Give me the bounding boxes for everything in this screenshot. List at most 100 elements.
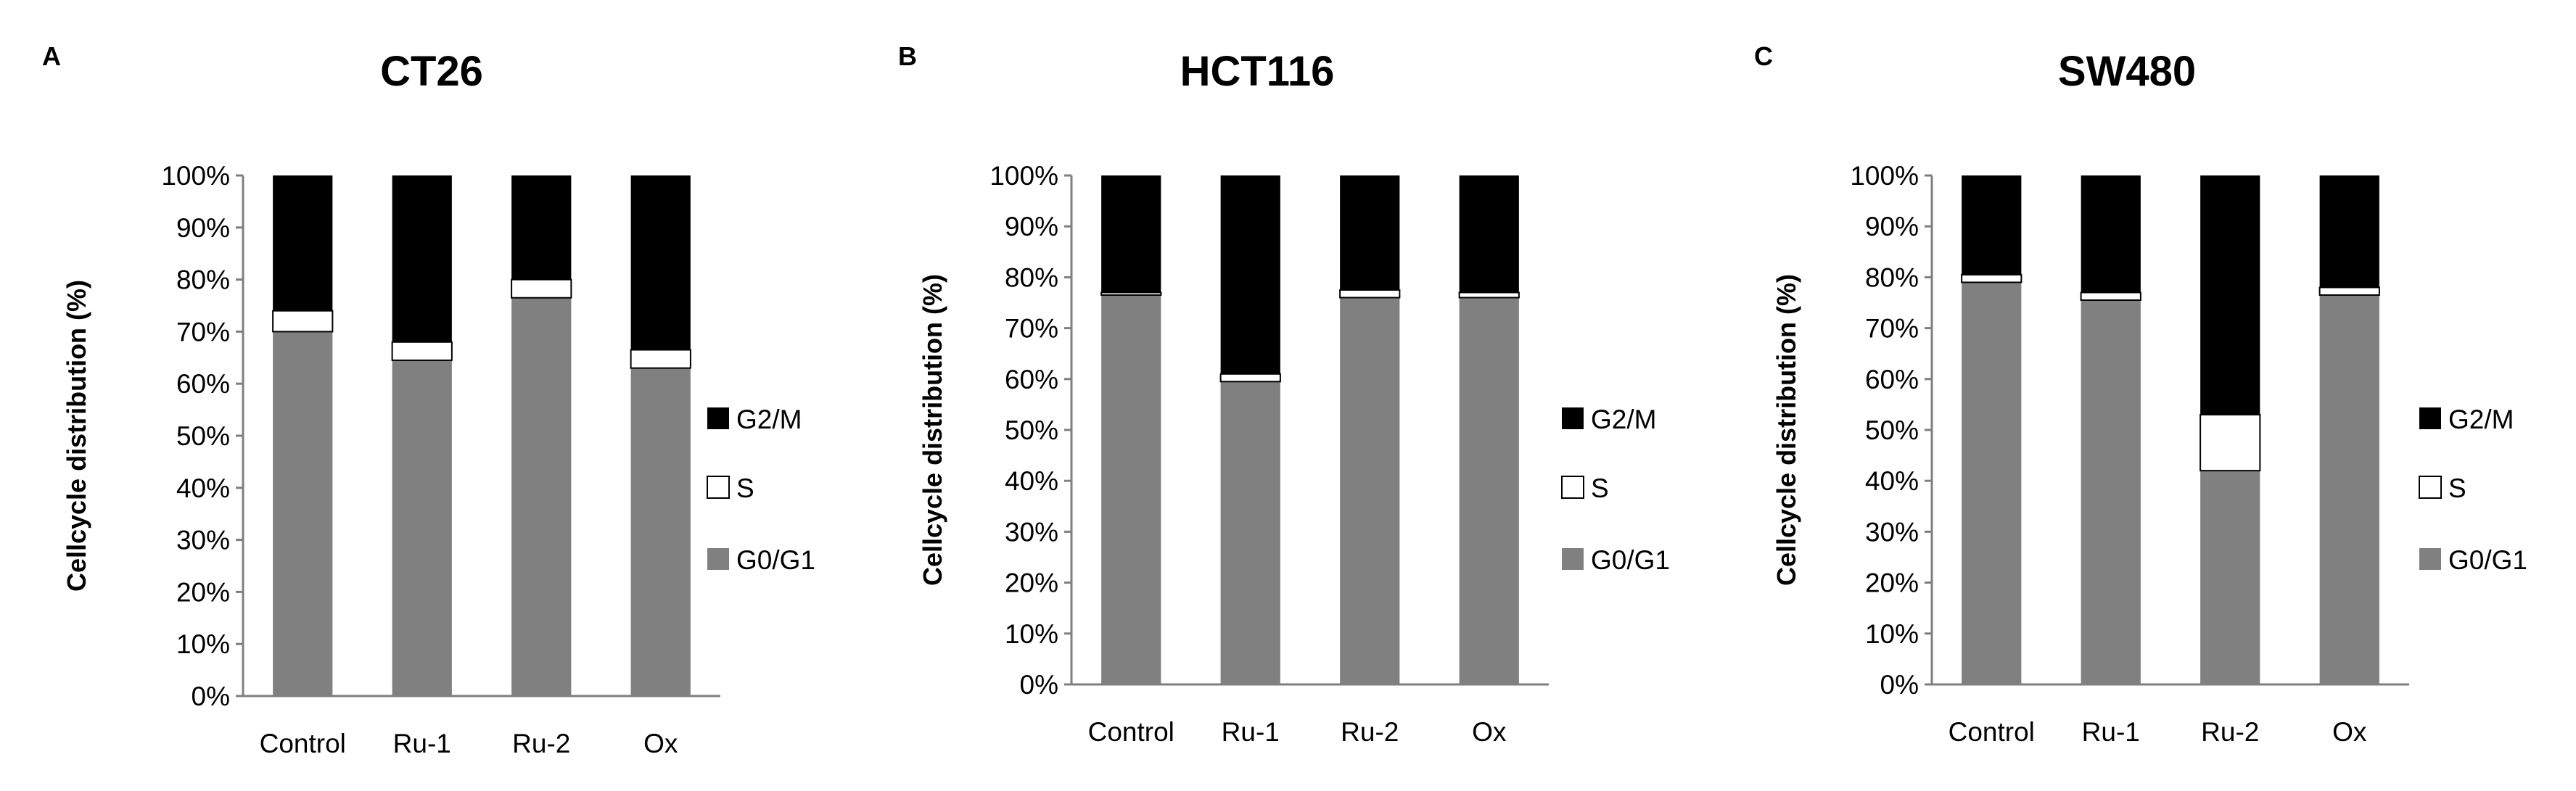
x-tick-label: Ox <box>2332 717 2367 747</box>
bar-segment-g2-m-control <box>273 175 333 311</box>
bar-segment-g2-m-control <box>1101 175 1161 293</box>
y-tick-label: 60% <box>1005 365 1058 394</box>
legend-swatch-g2-m <box>2419 407 2441 429</box>
bar-segment-s-ox <box>1458 291 1520 299</box>
legend-label-g2-m: G2/M <box>1591 405 1656 434</box>
chart-title: SW480 <box>2058 48 2196 95</box>
y-tick-label: 10% <box>176 629 230 659</box>
bar-segment-s-ox <box>630 349 691 369</box>
y-tick-label: 20% <box>1005 568 1058 598</box>
y-axis-label: Cellcycle distribution (%) <box>918 274 947 586</box>
legend-swatch-s <box>1561 476 1584 499</box>
y-tick-label: 100% <box>161 161 230 191</box>
y-tick-label: 70% <box>176 317 230 347</box>
panel-letter: B <box>898 41 917 71</box>
legend-swatch-g0-g1 <box>1562 548 1584 570</box>
chart-title: HCT116 <box>1180 48 1335 95</box>
y-tick-label: 50% <box>176 421 230 451</box>
y-tick-label: 60% <box>1865 365 1919 394</box>
bar-segment-g2-m-ox <box>2319 175 2379 288</box>
bar-segment-s-control <box>272 310 334 333</box>
y-tick-label: 20% <box>176 577 230 607</box>
bar-segment-s-ru-2 <box>511 278 572 299</box>
legend-label-s: S <box>736 473 754 503</box>
x-tick-label: Control <box>1088 717 1174 747</box>
bar-segment-g0-g1-ru-1 <box>392 360 452 696</box>
bar-segment-s-ru-1 <box>1219 373 1281 383</box>
bar-segment-g2-m-ru-2 <box>511 175 572 280</box>
y-tick-label: 40% <box>1865 466 1919 496</box>
legend-label-g0-g1: G0/G1 <box>1591 545 1670 575</box>
chart-panel-b: B HCT116 Cellcycle distribution (%) 0% 10% 20… <box>898 41 1670 747</box>
y-tick-label: 70% <box>1865 314 1919 344</box>
y-tick-label: 90% <box>176 213 230 243</box>
y-tick-label: 60% <box>176 369 230 399</box>
bar-segment-s-control <box>1961 273 2022 283</box>
bar-segment-s-control <box>1100 291 1162 296</box>
bar-segment-g2-m-ru-1 <box>1220 175 1280 374</box>
bar-segment-g0-g1-control <box>273 331 333 696</box>
chart-panel-c: C SW480 Cellcycle distribution (%) 0% 10% 20%… <box>1754 41 2527 747</box>
legend-swatch-g0-g1 <box>707 548 729 570</box>
bar-segment-g2-m-ru-2 <box>2200 175 2260 415</box>
y-axis-label: Cellcycle distribution (%) <box>1771 274 1801 586</box>
legend-label-g0-g1: G0/G1 <box>2448 545 2527 575</box>
legend-swatch-s <box>2419 476 2442 499</box>
bar-segment-g0-g1-control <box>1962 282 2022 684</box>
bar-segment-g0-g1-ru-2 <box>1340 297 1400 685</box>
y-tick-label: 30% <box>1005 517 1058 547</box>
bar-segment-g0-g1-ox <box>1459 297 1519 685</box>
x-tick-label: Control <box>1949 717 2035 747</box>
chart-title: CT26 <box>380 48 483 95</box>
bar-segment-g0-g1-ox <box>630 368 691 696</box>
y-tick-label: 80% <box>1865 262 1919 292</box>
x-tick-label: Ru-1 <box>2082 717 2140 747</box>
bar-segment-g0-g1-ru-2 <box>511 297 572 697</box>
bar-segment-g2-m-control <box>1962 175 2022 275</box>
bar-segment-g0-g1-ox <box>2319 294 2379 685</box>
x-tick-label: Control <box>260 729 346 758</box>
x-tick-label: Ru-1 <box>1222 717 1280 747</box>
y-tick-label: 100% <box>989 161 1058 191</box>
x-tick-label: Ru-2 <box>1341 717 1399 747</box>
panel-letter: A <box>42 41 61 71</box>
legend-swatch-g2-m <box>1562 407 1584 429</box>
legend-label-s: S <box>1591 473 1609 503</box>
x-tick-label: Ox <box>643 729 678 758</box>
y-tick-label: 100% <box>1850 161 1919 191</box>
y-tick-label: 40% <box>1005 466 1058 496</box>
panel-letter: C <box>1754 41 1773 71</box>
y-tick-label: 10% <box>1005 619 1058 649</box>
y-tick-label: 0% <box>192 682 230 711</box>
bar-segment-s-ox <box>2318 286 2380 296</box>
y-tick-label: 20% <box>1865 568 1919 598</box>
legend-label-g2-m: G2/M <box>2448 405 2514 434</box>
y-tick-label: 70% <box>1005 314 1058 344</box>
bar-segment-g2-m-ox <box>1459 175 1519 293</box>
bar-segment-g0-g1-ru-1 <box>1220 381 1280 684</box>
bar-segment-g0-g1-control <box>1101 294 1161 685</box>
legend-swatch-s <box>707 476 730 499</box>
bar-segment-g2-m-ru-1 <box>2081 175 2141 293</box>
y-axis-label: Cellcycle distribution (%) <box>62 280 91 592</box>
legend-label-g2-m: G2/M <box>736 405 802 434</box>
x-tick-label: Ox <box>1472 717 1507 747</box>
y-tick-label: 50% <box>1005 415 1058 445</box>
bar-segment-s-ru-1 <box>2080 291 2141 301</box>
y-tick-label: 90% <box>1865 212 1919 241</box>
y-tick-label: 30% <box>176 526 230 555</box>
x-tick-label: Ru-2 <box>512 729 570 758</box>
x-tick-label: Ru-1 <box>393 729 451 758</box>
legend-label-g0-g1: G0/G1 <box>736 545 815 575</box>
bar-segment-g2-m-ox <box>630 175 691 350</box>
legend-swatch-g2-m <box>707 407 729 429</box>
y-tick-label: 80% <box>1005 262 1058 292</box>
bar-segment-s-ru-2 <box>2200 413 2261 472</box>
bar-segment-s-ru-2 <box>1339 289 1401 299</box>
y-tick-label: 30% <box>1865 517 1919 547</box>
y-tick-label: 40% <box>176 473 230 503</box>
bar-segment-g0-g1-ru-2 <box>2200 471 2260 684</box>
legend-swatch-g0-g1 <box>2419 548 2441 570</box>
y-tick-label: 80% <box>176 265 230 295</box>
